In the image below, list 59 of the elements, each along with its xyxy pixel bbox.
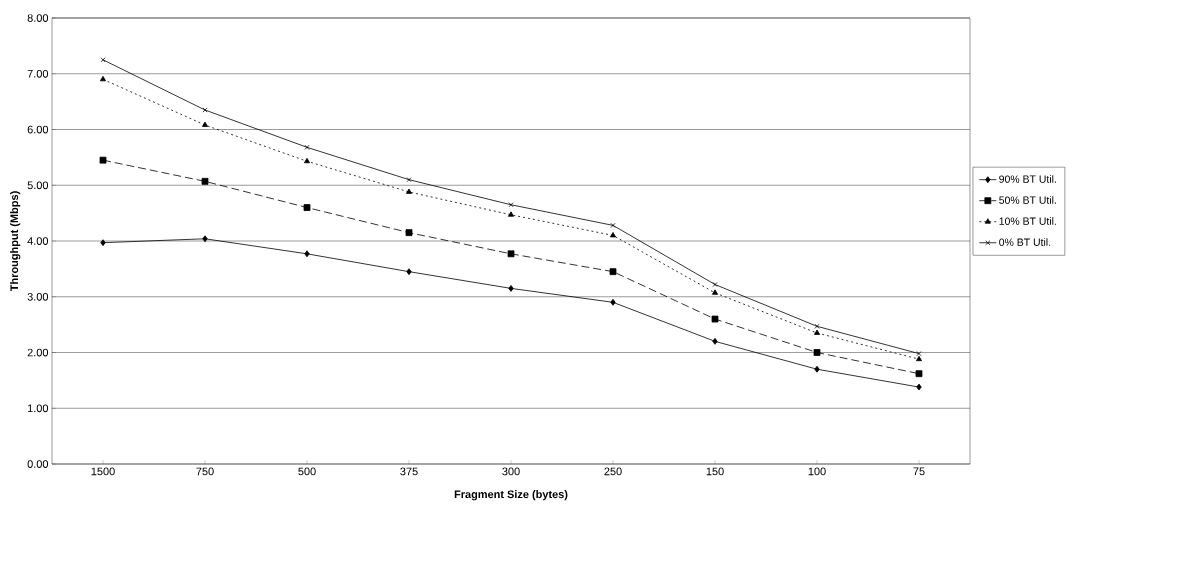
point bbox=[100, 239, 106, 247]
point bbox=[712, 289, 718, 295]
point bbox=[813, 349, 821, 356]
x-tick-label: 300 bbox=[502, 467, 520, 476]
point bbox=[814, 323, 820, 329]
y-tick-label: 7.00 bbox=[27, 69, 49, 78]
y-tick-label: 5.00 bbox=[27, 181, 49, 190]
legend-label: 10% BT Util. bbox=[999, 217, 1056, 225]
point bbox=[916, 351, 922, 357]
point bbox=[202, 121, 208, 127]
y-tick-label: 2.00 bbox=[27, 348, 49, 357]
point bbox=[814, 329, 820, 335]
y-tick-label: 4.00 bbox=[27, 237, 49, 245]
y-tick-label: 1.00 bbox=[27, 404, 49, 413]
x-tick-label: 375 bbox=[400, 467, 418, 476]
point bbox=[508, 211, 514, 217]
point bbox=[303, 204, 311, 211]
point bbox=[405, 229, 413, 237]
y-tick-label: 0.00 bbox=[27, 460, 49, 468]
y-axis-title: Throughput (Mbps) bbox=[10, 191, 21, 292]
point bbox=[508, 202, 514, 208]
point bbox=[610, 298, 616, 306]
point bbox=[100, 75, 106, 82]
point bbox=[304, 157, 310, 164]
point bbox=[711, 315, 719, 323]
point bbox=[406, 188, 412, 194]
point bbox=[99, 156, 107, 164]
x-tick-label: 1500 bbox=[91, 467, 115, 476]
point bbox=[406, 268, 412, 276]
x-tick-label: 750 bbox=[196, 467, 214, 476]
point bbox=[916, 383, 922, 391]
y-tick-label: 3.00 bbox=[27, 292, 49, 301]
point bbox=[916, 355, 922, 362]
legend-label: 90% BT Util. bbox=[999, 175, 1056, 183]
x-axis-title: Fragment Size (bytes) bbox=[454, 490, 568, 501]
legend-label: 50% BT Util. bbox=[999, 196, 1056, 204]
point bbox=[610, 232, 616, 238]
x-tick-label: 500 bbox=[298, 467, 316, 476]
point bbox=[712, 337, 718, 345]
point bbox=[304, 144, 310, 150]
point bbox=[915, 370, 923, 378]
y-tick-label: 8.00 bbox=[27, 14, 49, 22]
y-tick-label: 6.00 bbox=[27, 125, 49, 134]
point bbox=[814, 365, 820, 373]
x-tick-label: 75 bbox=[913, 467, 925, 476]
x-tick-label: 100 bbox=[808, 467, 826, 476]
x-tick-label: 250 bbox=[604, 467, 622, 476]
point bbox=[100, 57, 106, 63]
point bbox=[304, 250, 310, 258]
point bbox=[508, 285, 514, 292]
point bbox=[609, 268, 617, 276]
point bbox=[202, 235, 208, 243]
point bbox=[712, 281, 718, 287]
point bbox=[507, 250, 515, 258]
x-tick-label: 150 bbox=[706, 467, 724, 476]
point bbox=[201, 177, 209, 185]
point bbox=[406, 177, 412, 183]
legend-label: 0% BT Util. bbox=[999, 238, 1051, 246]
point bbox=[610, 222, 616, 228]
